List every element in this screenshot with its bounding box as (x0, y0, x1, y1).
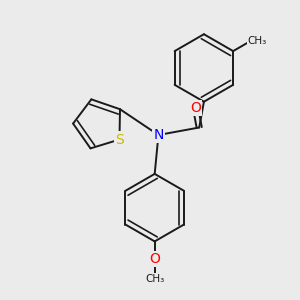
Text: O: O (190, 101, 201, 115)
Text: CH₃: CH₃ (145, 274, 164, 284)
Text: N: N (153, 128, 164, 142)
Text: CH₃: CH₃ (248, 35, 267, 46)
Text: S: S (115, 133, 124, 146)
Text: O: O (149, 252, 160, 266)
